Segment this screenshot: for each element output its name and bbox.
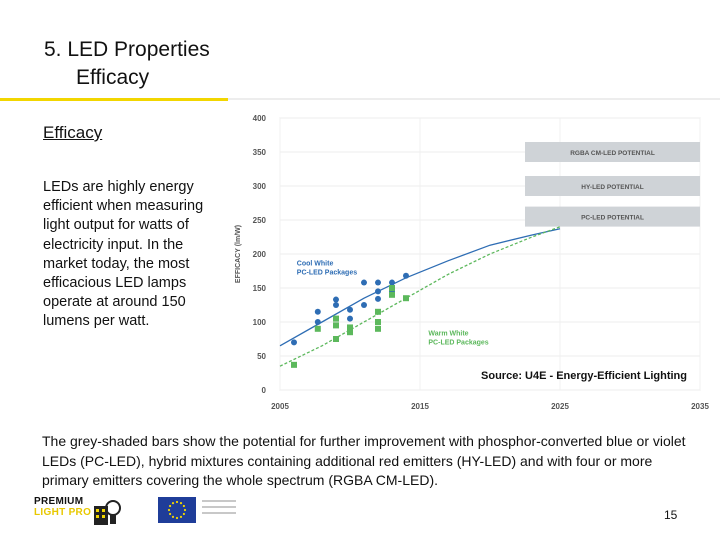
cool-white-point: [375, 288, 381, 295]
eu-star-icon: [183, 508, 187, 512]
chart-source-note: Source: U4E - Energy-Efficient Lighting: [481, 370, 687, 382]
y-tick-label: 150: [253, 284, 267, 293]
potential-bar-label: PC-LED POTENTIAL: [581, 215, 644, 222]
eu-funding-logo: [158, 496, 238, 526]
title-accent-bar: [0, 98, 228, 101]
eu-star-icon: [169, 512, 172, 516]
eu-funding-text: [202, 500, 236, 520]
eu-star-icon: [167, 508, 171, 512]
eu-star-icon: [171, 515, 175, 518]
y-axis-label: EFFICACY (lm/W): [235, 225, 242, 283]
title-divider: [0, 98, 720, 101]
chart-labels: 0 50 100 150 200 250 300 350 400 2005 2015 2025 2035…: [235, 114, 709, 411]
title-line-1: 5. LED Properties: [44, 38, 210, 61]
warm-white-point: [333, 322, 339, 329]
logo-text-2: LIGHT PRO: [34, 507, 92, 518]
warm-white-point: [403, 295, 409, 302]
eu-star-icon: [182, 512, 185, 516]
data-points: [291, 272, 409, 368]
y-tick-label: 50: [257, 352, 266, 361]
eu-star-icon: [179, 502, 183, 505]
cool-white-point: [361, 279, 367, 286]
x-tick-label: 2035: [691, 402, 709, 411]
potential-bars: RGBA CM-LED POTENTIAL HY-LED POTENTIAL PC-…: [525, 142, 700, 227]
x-tick-label: 2025: [551, 402, 569, 411]
cool-white-point: [347, 306, 353, 313]
cool-white-point: [375, 279, 381, 286]
series-annotation: PC-LED Packages: [297, 269, 357, 276]
x-tick-label: 2005: [271, 402, 289, 411]
y-tick-label: 0: [262, 386, 267, 395]
series-annotation: PC-LED Packages: [428, 339, 488, 346]
warm-white-point: [375, 308, 381, 315]
eu-flag-icon: [158, 497, 196, 523]
y-tick-label: 200: [253, 250, 267, 259]
potential-bar: [525, 206, 700, 227]
eu-star-icon: [182, 504, 185, 508]
warm-white-point: [333, 336, 339, 342]
figure-caption: The grey-shaded bars show the potential …: [42, 433, 686, 488]
cool-white-point: [314, 308, 321, 315]
cool-white-point: [403, 272, 409, 279]
body-paragraph: LEDs are highly energy efficient when me…: [43, 179, 204, 330]
warm-white-point: [314, 325, 321, 332]
y-tick-label: 350: [253, 148, 267, 157]
trend-line-warm-white: [279, 226, 561, 367]
cool-white-point: [333, 296, 339, 303]
y-tick-label: 250: [253, 216, 267, 225]
potential-bar: [525, 142, 700, 162]
warm-white-point: [375, 319, 381, 325]
y-tick-label: 400: [253, 114, 267, 123]
eu-star-icon: [179, 515, 183, 518]
potential-bar: [525, 176, 700, 196]
cool-white-point: [333, 302, 339, 308]
warm-white-point: [389, 285, 395, 291]
warm-white-point: [375, 325, 381, 332]
series-annotation: Warm White: [428, 331, 468, 338]
potential-bar-label: HY-LED POTENTIAL: [581, 184, 644, 191]
y-tick-label: 300: [253, 182, 267, 191]
series-annotation: Cool White: [297, 261, 334, 268]
warm-white-point: [347, 324, 353, 331]
efficacy-chart: RGBA CM-LED POTENTIAL HY-LED POTENTIAL PC-…: [235, 114, 709, 411]
cool-white-point: [389, 279, 395, 286]
x-tick-label: 2015: [411, 402, 429, 411]
cool-white-point: [347, 315, 353, 322]
cool-white-point: [361, 302, 367, 308]
section-heading: Efficacy: [43, 123, 103, 142]
premium-light-logo: PREMIUM LIGHT PRO: [34, 494, 124, 528]
y-tick-label: 100: [253, 318, 267, 327]
slide-title: 5. LED Properties Efficacy: [44, 36, 210, 92]
warm-white-point: [291, 361, 297, 368]
eu-star-icon: [175, 500, 179, 504]
potential-bar-label: RGBA CM-LED POTENTIAL: [570, 150, 655, 157]
cool-white-point: [291, 339, 297, 346]
eu-star-icon: [169, 504, 172, 508]
eu-star-icon: [171, 502, 175, 505]
logo-text-1: PREMIUM: [34, 496, 84, 507]
trend-line-cool-white: [279, 228, 561, 347]
cool-white-point: [314, 319, 321, 325]
trend-lines: [279, 226, 561, 367]
building-bulb-icon: [94, 500, 121, 525]
warm-white-point: [333, 315, 339, 322]
warm-white-point: [347, 329, 353, 336]
eu-star-icon: [175, 516, 179, 520]
title-line-2: Efficacy: [76, 66, 150, 89]
page-number: 15: [664, 508, 678, 522]
cool-white-point: [375, 295, 381, 302]
warm-white-point: [389, 291, 395, 298]
